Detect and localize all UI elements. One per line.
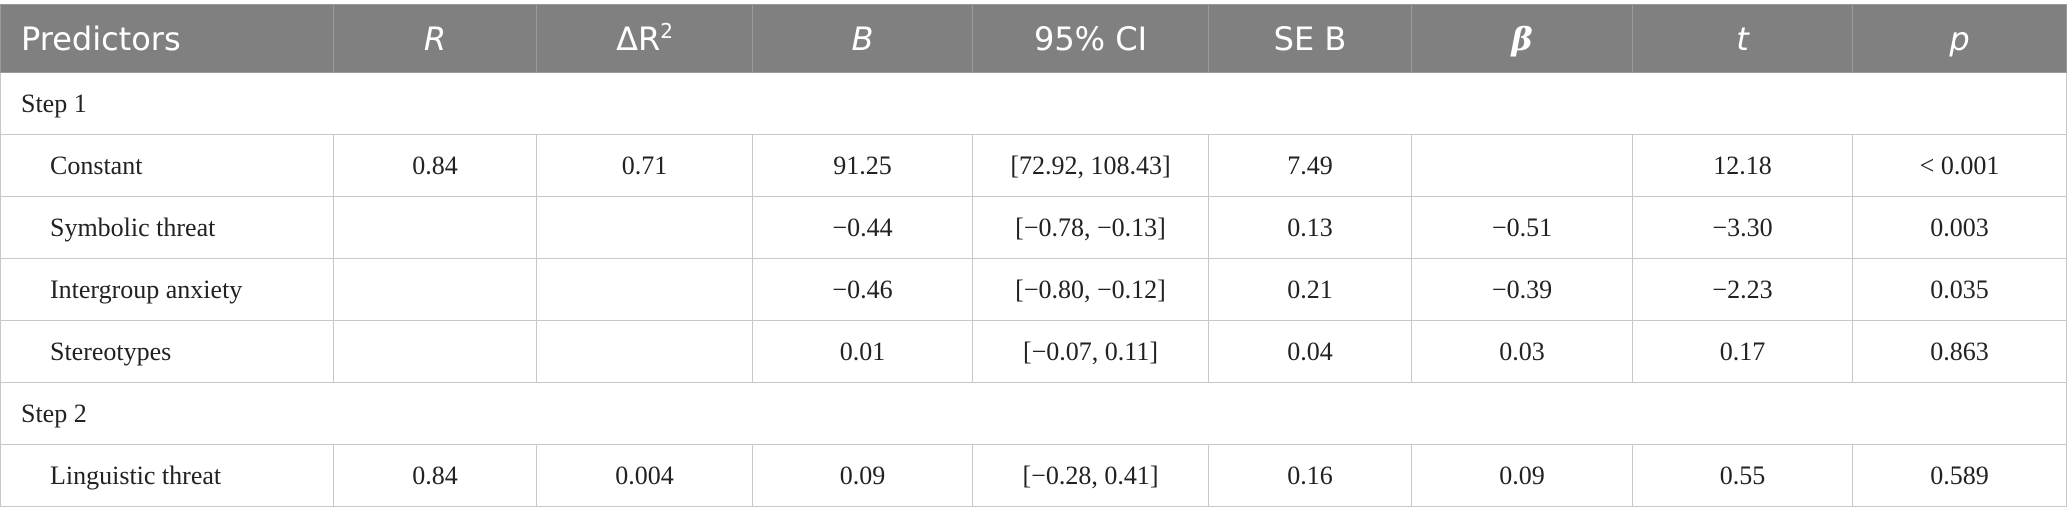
se-cell: 0.04 xyxy=(1208,320,1412,383)
step-row: Step 1 xyxy=(0,72,2067,135)
predictor-cell: Linguistic threat xyxy=(0,444,334,507)
b-cell: −0.44 xyxy=(752,196,973,259)
predictor-cell: Intergroup anxiety xyxy=(0,258,334,321)
header-delta-r2: ΔR2 xyxy=(536,4,753,73)
table-row: Symbolic threat −0.44 [−0.78, −0.13] 0.1… xyxy=(0,196,2067,259)
se-cell: 0.16 xyxy=(1208,444,1412,507)
b-cell: 0.09 xyxy=(752,444,973,507)
r-cell xyxy=(333,196,537,259)
table-row: Intergroup anxiety −0.46 [−0.80, −0.12] … xyxy=(0,258,2067,321)
header-ci: 95% CI xyxy=(972,4,1209,73)
ci-cell: [72.92, 108.43] xyxy=(972,134,1209,197)
table-row: Linguistic threat 0.84 0.004 0.09 [−0.28… xyxy=(0,444,2067,507)
p-cell: 0.003 xyxy=(1852,196,2067,259)
beta-cell: −0.39 xyxy=(1411,258,1633,321)
header-delta-r2-superscript: 2 xyxy=(660,18,673,43)
ci-cell: [−0.78, −0.13] xyxy=(972,196,1209,259)
t-cell: −2.23 xyxy=(1632,258,1853,321)
p-cell: 0.589 xyxy=(1852,444,2067,507)
header-predictors: Predictors xyxy=(0,4,334,73)
p-cell: 0.863 xyxy=(1852,320,2067,383)
b-cell: 0.01 xyxy=(752,320,973,383)
beta-cell: −0.51 xyxy=(1411,196,1633,259)
se-cell: 0.21 xyxy=(1208,258,1412,321)
t-cell: −3.30 xyxy=(1632,196,1853,259)
t-cell: 0.17 xyxy=(1632,320,1853,383)
delta-r2-cell xyxy=(536,196,753,259)
r-cell xyxy=(333,258,537,321)
beta-cell: 0.03 xyxy=(1411,320,1633,383)
step-row: Step 2 xyxy=(0,382,2067,445)
beta-cell: 0.09 xyxy=(1411,444,1633,507)
ci-cell: [−0.28, 0.41] xyxy=(972,444,1209,507)
b-cell: −0.46 xyxy=(752,258,973,321)
header-p: p xyxy=(1852,4,2067,73)
predictor-cell: Stereotypes xyxy=(0,320,334,383)
t-cell: 0.55 xyxy=(1632,444,1853,507)
se-cell: 0.13 xyxy=(1208,196,1412,259)
beta-cell xyxy=(1411,134,1633,197)
p-cell: 0.035 xyxy=(1852,258,2067,321)
ci-cell: [−0.07, 0.11] xyxy=(972,320,1209,383)
predictor-cell: Symbolic threat xyxy=(0,196,334,259)
r-cell xyxy=(333,320,537,383)
predictor-cell: Constant xyxy=(0,134,334,197)
t-cell: 12.18 xyxy=(1632,134,1853,197)
header-row: Predictors R ΔR2 B 95% CI SE B β t p xyxy=(0,4,2067,73)
p-cell: < 0.001 xyxy=(1852,134,2067,197)
table-body: Step 1 Constant 0.84 0.71 91.25 [72.92, … xyxy=(0,72,2067,507)
r-cell: 0.84 xyxy=(333,444,537,507)
header-beta: β xyxy=(1411,4,1633,73)
table-row: Constant 0.84 0.71 91.25 [72.92, 108.43]… xyxy=(0,134,2067,197)
step-label: Step 1 xyxy=(0,72,2067,135)
table-row: Stereotypes 0.01 [−0.07, 0.11] 0.04 0.03… xyxy=(0,320,2067,383)
header-se-b: SE B xyxy=(1208,4,1412,73)
regression-table: Predictors R ΔR2 B 95% CI SE B β t p Ste… xyxy=(0,4,2067,507)
header-delta-r2-base: ΔR xyxy=(616,19,661,58)
delta-r2-cell xyxy=(536,320,753,383)
b-cell: 91.25 xyxy=(752,134,973,197)
table-header: Predictors R ΔR2 B 95% CI SE B β t p xyxy=(0,4,2067,73)
step-label: Step 2 xyxy=(0,382,2067,445)
se-cell: 7.49 xyxy=(1208,134,1412,197)
header-t: t xyxy=(1632,4,1853,73)
delta-r2-cell xyxy=(536,258,753,321)
delta-r2-cell: 0.004 xyxy=(536,444,753,507)
r-cell: 0.84 xyxy=(333,134,537,197)
header-r: R xyxy=(333,4,537,73)
ci-cell: [−0.80, −0.12] xyxy=(972,258,1209,321)
delta-r2-cell: 0.71 xyxy=(536,134,753,197)
header-b: B xyxy=(752,4,973,73)
